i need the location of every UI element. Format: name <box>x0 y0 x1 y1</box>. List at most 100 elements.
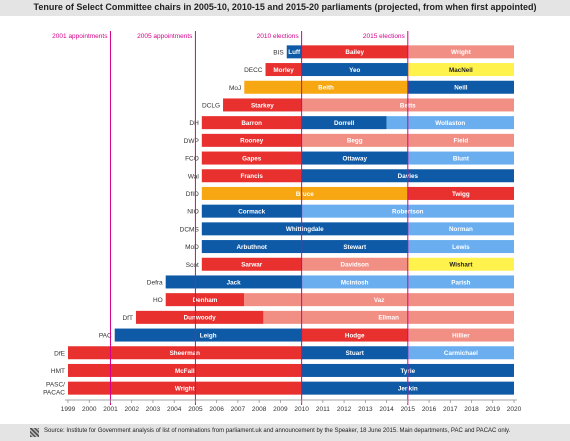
committee-label: BIS <box>273 49 284 56</box>
tenure-bar[interactable] <box>201 116 302 130</box>
committee-label: DWP <box>184 138 199 145</box>
period-annotation: 2001 appointments <box>52 33 108 40</box>
x-tick-label: 2001 <box>103 406 118 413</box>
tenure-bar[interactable] <box>407 45 514 59</box>
footer-bar <box>0 424 570 441</box>
chair-name-label: Morley <box>273 67 294 74</box>
chair-name-label: Dorrell <box>334 120 355 127</box>
chair-name-label: Denham <box>193 297 218 304</box>
committee-label: DCMS <box>180 226 200 233</box>
chair-name-label: Wright <box>451 49 472 56</box>
tenure-bar[interactable] <box>301 63 408 77</box>
tenure-bar[interactable] <box>407 275 514 289</box>
title-bar <box>0 0 570 16</box>
committee-label: DfE <box>54 350 66 357</box>
chair-name-label: Stuart <box>346 350 365 357</box>
committee-label: Defra <box>147 279 163 286</box>
chair-name-label: Ottaway <box>342 155 367 162</box>
source-note: Source: Institute for Government analysi… <box>44 428 511 434</box>
tenure-bar[interactable] <box>407 80 514 94</box>
tenure-bar[interactable] <box>201 151 302 165</box>
tenure-bar[interactable] <box>301 346 408 360</box>
tenure-bar[interactable] <box>407 151 514 165</box>
tenure-bar[interactable] <box>244 80 408 94</box>
tenure-bar[interactable] <box>407 328 514 342</box>
tenure-bar[interactable] <box>201 204 302 218</box>
chair-name-label: Ellman <box>378 315 399 322</box>
tenure-bar[interactable] <box>114 328 302 342</box>
tenure-bar[interactable] <box>223 98 302 112</box>
committee-label: HMT <box>51 368 65 375</box>
committee-label: MoJ <box>229 85 241 92</box>
chair-name-label: Carmichael <box>444 350 478 357</box>
chair-name-label: Field <box>454 138 469 145</box>
chair-name-label: Luff <box>288 49 301 56</box>
tenure-bar[interactable] <box>201 169 302 183</box>
chair-name-label: Bruce <box>296 191 314 198</box>
x-tick-label: 2011 <box>316 406 330 413</box>
tenure-bar[interactable] <box>407 63 514 77</box>
tenure-bar[interactable] <box>68 363 302 377</box>
x-tick-label: 2017 <box>443 406 458 413</box>
tenure-bar[interactable] <box>201 186 408 200</box>
chair-name-label: MacNeil <box>449 67 473 74</box>
tenure-bar[interactable] <box>201 240 302 254</box>
x-tick-label: 2010 <box>294 406 309 413</box>
x-tick-label: 2007 <box>231 406 246 413</box>
chair-name-label: Francis <box>241 173 264 180</box>
tenure-bar[interactable] <box>301 151 408 165</box>
committee-label: MoD <box>185 244 199 251</box>
period-annotation: 2005 appointments <box>137 33 193 40</box>
tenure-bar[interactable] <box>265 63 302 77</box>
chair-name-label: McFall <box>175 368 195 375</box>
tenure-bar[interactable] <box>263 310 514 324</box>
chair-name-label: Yeo <box>349 67 360 74</box>
chair-name-label: Cormack <box>238 208 265 215</box>
x-tick-label: 2005 <box>188 406 203 413</box>
tenure-bar[interactable] <box>301 240 408 254</box>
committee-label: DH <box>189 120 199 127</box>
tenure-bar[interactable] <box>286 45 302 59</box>
tenure-bar[interactable] <box>68 346 302 360</box>
tenure-bar[interactable] <box>165 275 302 289</box>
tenure-bar[interactable] <box>407 222 514 236</box>
tenure-bar[interactable] <box>407 257 514 271</box>
plot-background <box>68 41 514 397</box>
committee-label: Scot <box>186 262 199 269</box>
tenure-bar[interactable] <box>201 222 408 236</box>
tenure-bar[interactable] <box>407 186 514 200</box>
tenure-bar[interactable] <box>301 133 408 147</box>
chair-name-label: Lewis <box>452 244 470 251</box>
chair-name-label: Dunwoody <box>184 315 217 322</box>
tenure-bar[interactable] <box>301 257 408 271</box>
chair-name-label: Neill <box>454 85 468 92</box>
chair-name-label: Gapes <box>242 155 262 162</box>
chair-name-label: Wishart <box>449 262 473 269</box>
chair-name-label: Twigg <box>452 191 470 198</box>
tenure-bar[interactable] <box>386 116 514 130</box>
committee-label: FCO <box>185 156 199 163</box>
tenure-bar[interactable] <box>165 293 245 307</box>
chair-name-label: Blunt <box>453 155 470 162</box>
committee-label: PACAC <box>43 390 65 397</box>
chair-name-label: Jack <box>227 279 242 286</box>
x-tick-label: 2013 <box>358 406 373 413</box>
x-tick-label: 2008 <box>252 406 267 413</box>
tenure-bar[interactable] <box>201 133 302 147</box>
chair-name-label: Hillier <box>452 332 470 339</box>
tenure-bar[interactable] <box>244 293 514 307</box>
x-tick-label: 2018 <box>464 406 479 413</box>
tenure-bar[interactable] <box>407 240 514 254</box>
tenure-bar[interactable] <box>407 346 514 360</box>
tenure-bar[interactable] <box>301 275 408 289</box>
tenure-bar[interactable] <box>68 381 302 395</box>
period-annotation: 2010 elections <box>257 33 300 40</box>
tenure-bar[interactable] <box>135 310 264 324</box>
chair-name-label: Davidson <box>341 262 369 269</box>
tenure-bar[interactable] <box>301 116 387 130</box>
tenure-bar[interactable] <box>301 45 408 59</box>
tenure-bar[interactable] <box>301 328 408 342</box>
tenure-bar[interactable] <box>407 133 514 147</box>
tenure-bar[interactable] <box>201 257 302 271</box>
